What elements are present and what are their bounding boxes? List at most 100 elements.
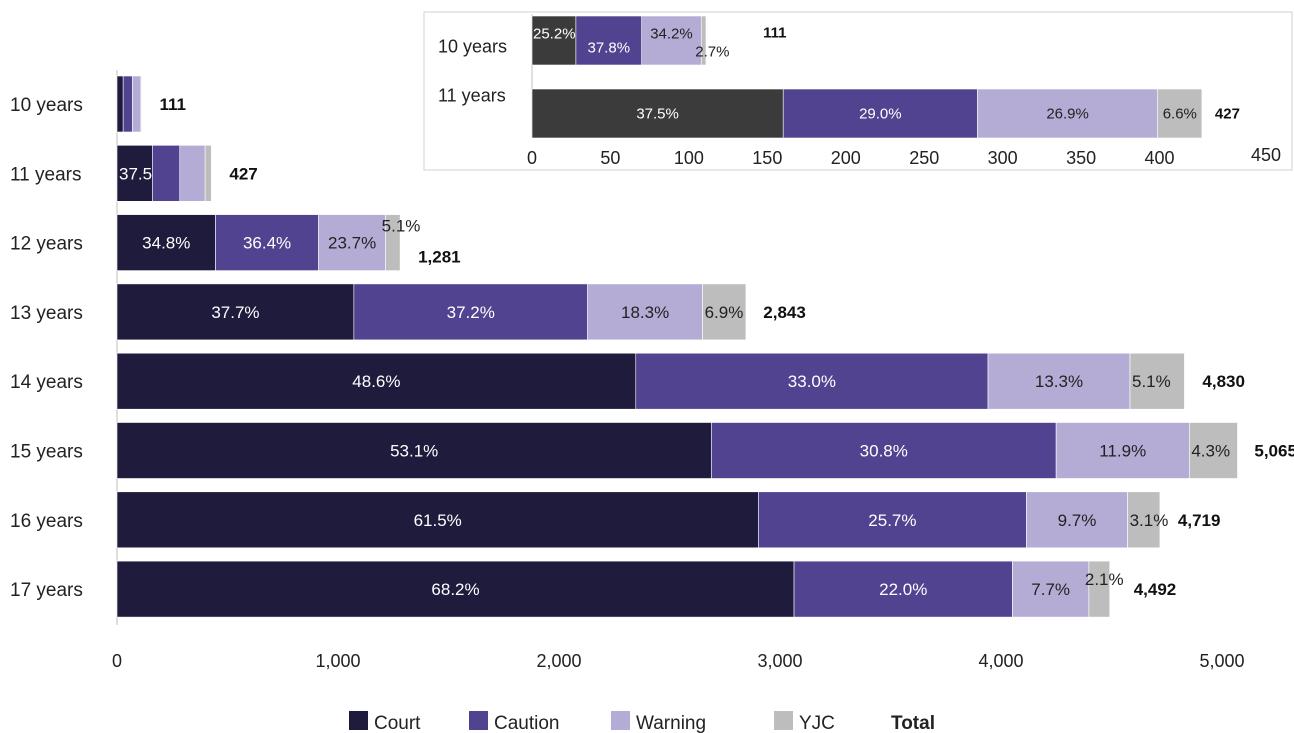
segment-label-court: 61.5% [414,511,462,530]
legend-swatch-court [349,711,368,730]
bar-segment-yjc [1189,422,1238,479]
segment-label-yjc: 4.3% [1191,442,1230,461]
inset-bar-segment-court [531,15,577,66]
bar-segment-yjc [385,214,401,271]
bar-segment-court [116,422,712,479]
inset-bar-segment-warning [977,88,1159,139]
bar-segment-yjc [140,75,142,133]
inset-segment-label-yjc: 6.6% [1163,106,1197,123]
bar-segment-yjc [204,145,212,202]
segment-label-court: 48.6% [352,372,400,391]
bar-segment-court [116,145,153,202]
bar-segment-warning [318,214,386,271]
inset-segment-label-court: 37.5% [636,106,679,123]
inset-bar-segment-court [531,88,784,139]
segment-label-yjc: 5.1% [1132,372,1171,391]
segment-label-court: 53.1% [390,442,438,461]
segment-label-caution: 37.2% [447,303,495,322]
total-label: 111 [160,95,187,114]
bar-segment-caution [711,422,1057,479]
segment-label-warning: 18.3% [621,303,669,322]
bar-segment-caution [152,145,181,202]
x-tick-label: 5,000 [1199,651,1244,671]
legend-swatch-warning [611,711,630,730]
inset-segment-label-warning: 34.2% [650,26,693,43]
total-label: 427 [229,164,257,183]
inset-total-label: 427 [1215,106,1240,123]
inset-x-tick-label: 300 [988,148,1018,168]
bar-segment-yjc [1088,560,1111,618]
legend: Court Caution Warning YJC Total [349,711,935,733]
inset-x-tick-label: 250 [909,148,939,168]
x-tick-label: 2,000 [536,651,581,671]
total-label: 4,830 [1202,372,1245,391]
bar-segment-yjc [702,283,747,341]
inset-bar-segment-yjc [700,15,707,66]
legend-label-yjc: YJC [799,713,835,733]
category-label: 15 years [10,442,83,463]
legend-label-court: Court [374,713,421,733]
bar-segment-yjc [1127,491,1161,549]
legend-swatch-caution [469,711,488,730]
bar-segment-court [116,560,795,618]
segment-label-yjc: 3.1% [1130,511,1169,530]
bar-segment-caution [353,283,588,341]
x-tick-label: 1,000 [315,651,360,671]
bar-segment-court [116,491,759,549]
segment-label-court: 37.7% [211,303,259,322]
category-label: 16 years [10,511,83,532]
inset-segment-label-yjc: 2.7% [695,44,729,61]
bar-segment-warning [179,145,206,202]
category-label: 10 years [10,95,83,116]
total-label: 4,719 [1178,511,1221,530]
legend-swatch-yjc [774,711,793,730]
bar-segment-court [116,283,355,341]
total-label: 2,843 [763,303,806,322]
segment-label-caution: 30.8% [860,442,908,461]
bar-segment-court [116,214,216,271]
bar-segment-warning [1026,491,1128,549]
bar-segment-caution [122,75,133,133]
segment-label-caution: 22.0% [879,580,927,599]
total-label: 5,065 [1254,442,1294,461]
inset-x-tick-label: 350 [1066,148,1096,168]
inset-x-tick-label: 150 [752,148,782,168]
bar-segment-warning [1012,560,1090,618]
bar-segment-warning [987,352,1131,410]
inset-x-tick-label: 50 [600,148,620,168]
segment-label-court: 34.8% [142,234,190,253]
bar-segment-yjc [1129,352,1185,410]
inset-segment-label-court: 25.2% [533,26,576,43]
segment-label-warning: 23.7% [328,234,376,253]
bar-segment-warning [587,283,703,341]
segment-label-caution: 33.0% [788,372,836,391]
main-plot: 0 1,000 2,000 3,000 4,000 5,000 10 years 111 11 … [10,70,1294,671]
inset-bar-segment-warning [641,15,702,66]
inset-x-tick-label: 400 [1145,148,1175,168]
bar-segment-warning [132,75,142,133]
category-label: 13 years [10,303,83,324]
inset-segment-label-caution: 29.0% [859,106,902,123]
bar-segment-caution [635,352,989,410]
segment-label-caution: 36.4% [243,234,291,253]
inset-segment-label-caution: 37.8% [588,40,631,57]
bar-segment-warning [1055,422,1190,479]
total-label: 1,281 [418,248,461,267]
x-tick-label: 3,000 [757,651,802,671]
inset-category-label: 11 years [438,86,506,106]
legend-label-warning: Warning [636,713,706,733]
inset-category-label: 10 years [438,37,507,57]
inset-x-tick-label: 0 [527,148,537,168]
segment-label-court: 68.2% [431,580,479,599]
segment-label-yjc: 6.9% [705,303,744,322]
inset-x-tick-label: 200 [831,148,861,168]
legend-label-caution: Caution [494,713,560,733]
segment-label-caution: 25.7% [868,511,916,530]
segment-label-warning: 11.9% [1099,442,1146,461]
legend-label-total: Total [891,713,935,733]
bar-segment-caution [793,560,1013,618]
segment-label-warning: 9.7% [1058,511,1097,530]
bar-segment-court [116,352,637,410]
category-label: 11 years [10,164,81,185]
segment-label-yjc: 2.1% [1085,570,1124,589]
